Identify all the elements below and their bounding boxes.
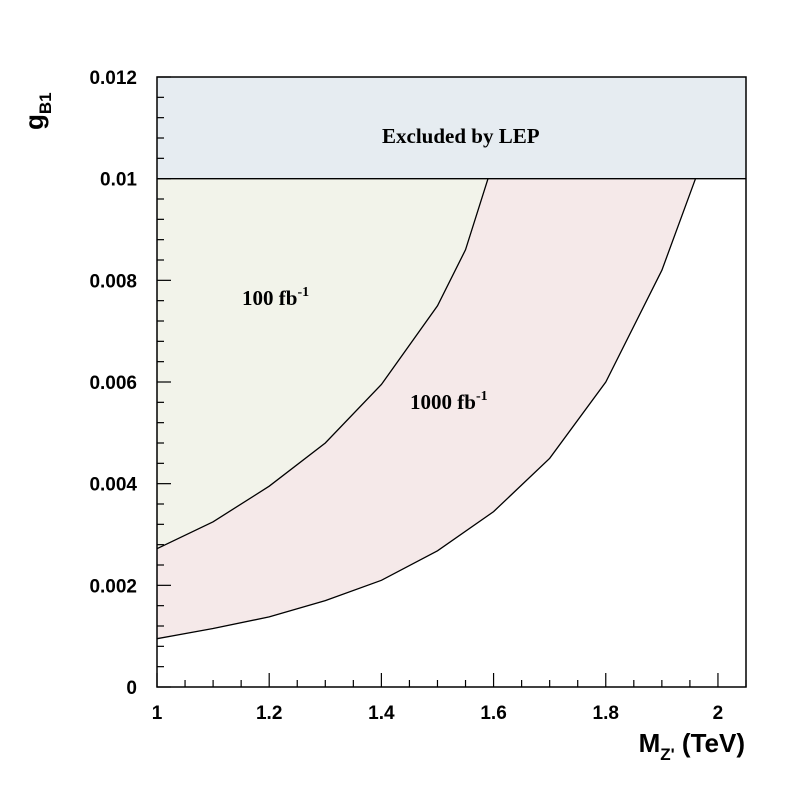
curves-layer — [156, 178, 697, 640]
y-tick-label: 0.006 — [89, 373, 137, 394]
regions-layer — [157, 77, 746, 639]
y-axis-label: gB1 — [19, 92, 55, 130]
curve-1000fb — [156, 178, 697, 640]
x-tick-label: 1.4 — [368, 703, 395, 724]
lep-annotation: Excluded by LEP — [382, 124, 540, 148]
x-axis-label-main: M — [639, 728, 661, 758]
lum100-base: 100 fb — [242, 286, 297, 310]
x-tick-label: 1 — [152, 703, 163, 724]
y-tick-label: 0.012 — [89, 68, 137, 89]
lep-excluded-region — [157, 77, 746, 179]
x-axis-label: MZ' (TeV) — [639, 728, 745, 764]
y-tick-label: 0.01 — [100, 170, 137, 191]
lum1000-base: 1000 fb — [410, 390, 476, 414]
x-axis-label-sub: Z' — [660, 745, 674, 764]
lum1000-sup: -1 — [476, 389, 488, 404]
tick-labels-layer: 1 1.2 1.4 1.6 1.8 2 0 0.002 0.004 0.006 0.008 0.01 0… — [89, 68, 723, 724]
region-1000fb — [157, 178, 696, 639]
x-tick-label: 1.6 — [480, 703, 506, 724]
y-axis-label-sub: B1 — [36, 92, 55, 114]
region-100fb — [157, 178, 488, 549]
y-tick-label: 0 — [126, 678, 137, 699]
curve-100fb — [156, 178, 489, 550]
x-tick-label: 2 — [713, 703, 724, 724]
lum100-annotation: 100 fb-1 — [242, 285, 309, 310]
y-tick-label: 0.002 — [89, 576, 137, 597]
y-tick-label: 0.004 — [89, 475, 137, 496]
x-tick-label: 1.8 — [593, 703, 619, 724]
lum100-sup: -1 — [297, 285, 309, 300]
x-axis-label-unit: (TeV) — [675, 728, 745, 758]
x-tick-label: 1.2 — [256, 703, 282, 724]
y-tick-label: 0.008 — [89, 271, 137, 292]
lum1000-annotation: 1000 fb-1 — [410, 389, 488, 414]
ticks-layer — [156, 76, 747, 688]
y-axis-label-main: g — [19, 114, 49, 130]
